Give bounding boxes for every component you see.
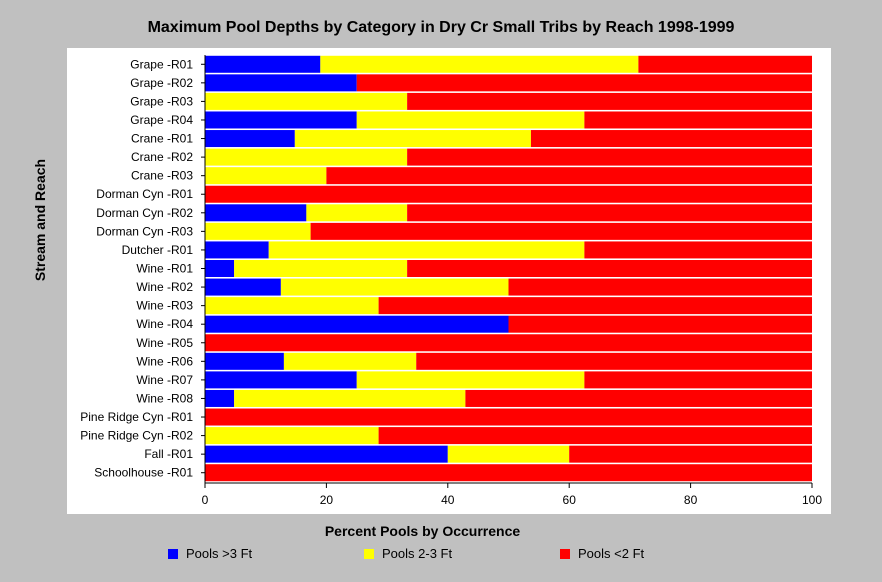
bar-dorman-cyn-r03-lt2ft xyxy=(310,222,812,240)
bar-grape-r04-lt2ft xyxy=(584,111,812,129)
bar-grape-r01-gt3ft xyxy=(205,55,321,73)
bar-dorman-cyn-r01-lt2ft xyxy=(205,185,812,203)
y-tick-label: Dorman Cyn -R03 xyxy=(96,224,193,238)
bar-pine-ridge-cyn-r02-2-3ft xyxy=(205,427,379,445)
bar-fall-r01-2-3ft xyxy=(447,445,570,463)
bar-wine-r08-2-3ft xyxy=(234,389,466,407)
legend-label-pools-lt2: Pools <2 Ft xyxy=(578,546,645,561)
legend-item-pools-2-3: Pools 2-3 Ft xyxy=(364,546,452,561)
bar-crane-r02-2-3ft xyxy=(205,148,408,166)
bar-dutcher-r01-lt2ft xyxy=(584,241,812,259)
y-tick-label: Grape -R04 xyxy=(130,113,193,127)
y-tick-label: Pine Ridge Cyn -R01 xyxy=(80,410,193,424)
bar-dutcher-r01-2-3ft xyxy=(268,241,585,259)
bar-grape-r03-2-3ft xyxy=(205,92,408,110)
y-tick-label: Grape -R02 xyxy=(130,76,193,90)
y-tick-label: Dutcher -R01 xyxy=(122,243,194,257)
y-tick-label: Wine -R03 xyxy=(136,299,193,313)
x-tick-label: 0 xyxy=(202,493,209,507)
bar-wine-r07-lt2ft xyxy=(584,371,812,389)
y-tick-label: Crane -R03 xyxy=(131,169,193,183)
bar-wine-r02-gt3ft xyxy=(205,278,281,296)
bar-fall-r01-gt3ft xyxy=(205,445,448,463)
bar-crane-r01-gt3ft xyxy=(205,130,295,148)
bar-dorman-cyn-r03-2-3ft xyxy=(205,222,311,240)
bar-grape-r04-2-3ft xyxy=(356,111,585,129)
bar-wine-r02-lt2ft xyxy=(508,278,812,296)
bar-wine-r08-lt2ft xyxy=(465,389,812,407)
bar-crane-r01-lt2ft xyxy=(530,130,812,148)
bar-grape-r02-gt3ft xyxy=(205,74,357,92)
bar-wine-r04-lt2ft xyxy=(508,315,812,333)
legend-swatch-pools-gt3 xyxy=(168,548,178,559)
y-tick-label: Grape -R01 xyxy=(130,57,193,71)
x-tick-label: 40 xyxy=(441,493,455,507)
legend-item-pools-lt2: Pools <2 Ft xyxy=(560,546,644,561)
bar-fall-r01-lt2ft xyxy=(569,445,812,463)
y-tick-label: Pine Ridge Cyn -R02 xyxy=(80,429,193,443)
y-tick-label: Crane -R01 xyxy=(131,132,193,146)
y-tick-label: Dorman Cyn -R02 xyxy=(96,206,193,220)
bar-grape-r02-lt2ft xyxy=(356,74,812,92)
legend-label-pools-2-3: Pools 2-3 Ft xyxy=(382,546,453,561)
y-tick-label: Wine -R01 xyxy=(136,262,193,276)
bar-wine-r08-gt3ft xyxy=(205,389,235,407)
bar-grape-r04-gt3ft xyxy=(205,111,357,129)
bar-grape-r01-2-3ft xyxy=(320,55,639,73)
bar-crane-r02-lt2ft xyxy=(407,148,812,166)
y-tick-label: Fall -R01 xyxy=(144,447,193,461)
x-ticks: 0 20 40 60 80 100 xyxy=(202,483,822,507)
y-tick-label: Schoolhouse -R01 xyxy=(94,466,193,480)
bar-dorman-cyn-r02-2-3ft xyxy=(306,204,408,222)
bar-grape-r03-lt2ft xyxy=(407,92,812,110)
bar-wine-r06-lt2ft xyxy=(416,352,812,370)
legend-item-pools-gt3: Pools >3 Ft xyxy=(168,546,252,561)
bars-group xyxy=(205,55,812,482)
bar-pine-ridge-cyn-r02-lt2ft xyxy=(378,427,812,445)
bar-crane-r03-lt2ft xyxy=(326,167,812,185)
bar-dorman-cyn-r02-lt2ft xyxy=(407,204,812,222)
bar-wine-r03-2-3ft xyxy=(205,297,379,315)
x-axis-title: Percent Pools by Occurrence xyxy=(324,523,521,539)
chart-title: Maximum Pool Depths by Category in Dry C… xyxy=(147,19,735,36)
bar-wine-r03-lt2ft xyxy=(378,297,812,315)
y-tick-label: Wine -R07 xyxy=(136,373,193,387)
x-tick-label: 60 xyxy=(563,493,577,507)
bar-crane-r03-2-3ft xyxy=(205,167,327,185)
bar-pine-ridge-cyn-r01-lt2ft xyxy=(205,408,812,426)
x-tick-label: 100 xyxy=(802,493,822,507)
x-tick-label: 20 xyxy=(320,493,334,507)
bar-wine-r06-gt3ft xyxy=(205,352,284,370)
bar-wine-r07-gt3ft xyxy=(205,371,357,389)
bar-wine-r02-2-3ft xyxy=(280,278,509,296)
bar-dutcher-r01-gt3ft xyxy=(205,241,269,259)
bar-wine-r01-gt3ft xyxy=(205,260,235,277)
bar-wine-r05-lt2ft xyxy=(205,334,812,352)
bar-wine-r01-2-3ft xyxy=(234,260,408,277)
y-tick-label: Grape -R03 xyxy=(130,94,193,108)
y-tick-label: Wine -R06 xyxy=(136,354,193,368)
y-tick-label: Wine -R04 xyxy=(136,317,193,331)
x-tick-label: 80 xyxy=(684,493,698,507)
bar-wine-r06-2-3ft xyxy=(283,352,417,370)
y-tick-label: Dorman Cyn -R01 xyxy=(96,187,193,201)
bar-crane-r01-2-3ft xyxy=(294,130,531,148)
bar-schoolhouse-r01-lt2ft xyxy=(205,464,812,482)
y-tick-label: Wine -R05 xyxy=(136,336,193,350)
legend-swatch-pools-lt2 xyxy=(560,548,570,559)
bar-dorman-cyn-r02-gt3ft xyxy=(205,204,307,222)
bar-wine-r01-lt2ft xyxy=(407,260,812,277)
y-tick-label: Wine -R02 xyxy=(136,280,193,294)
bar-wine-r04-gt3ft xyxy=(205,315,509,333)
bar-grape-r01-lt2ft xyxy=(638,55,812,73)
y-tick-label: Wine -R08 xyxy=(136,391,193,405)
bar-wine-r07-2-3ft xyxy=(356,371,585,389)
y-tick-labels: Grape -R01 Grape -R02 Grape -R03 Grape -R04… xyxy=(80,57,205,480)
y-tick-label: Crane -R02 xyxy=(131,150,193,164)
legend-swatch-pools-2-3 xyxy=(364,548,374,559)
legend-label-pools-gt3: Pools >3 Ft xyxy=(186,546,253,561)
axes xyxy=(204,55,812,484)
